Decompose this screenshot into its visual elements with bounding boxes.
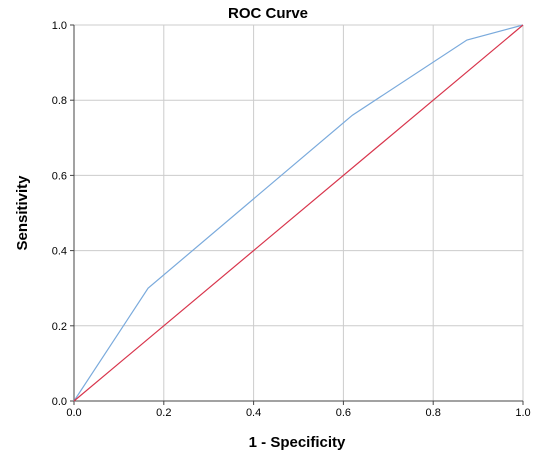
- y-tick-label-5: 1.0: [52, 20, 67, 32]
- y-tick-label-3: 0.6: [52, 170, 67, 182]
- roc-curve-line: [73, 24, 524, 402]
- x-tick-label-0: 0.0: [66, 407, 81, 419]
- x-tick-label-4: 0.8: [426, 407, 441, 419]
- y-tick-label-2: 0.4: [52, 246, 67, 258]
- y-tick-label-1: 0.2: [52, 321, 67, 333]
- x-tick-label-3: 0.6: [336, 407, 351, 419]
- data-series: [73, 24, 524, 402]
- y-axis-label: Sensitivity: [14, 175, 31, 251]
- y-tick-label-0: 0.0: [52, 396, 67, 408]
- x-tick-label-5: 1.0: [515, 407, 530, 419]
- y-tick-label-4: 0.8: [52, 95, 67, 107]
- reference-line: [73, 24, 524, 402]
- x-tick-label-1: 0.2: [156, 407, 171, 419]
- x-tick-label-2: 0.4: [246, 407, 261, 419]
- axes: [70, 24, 524, 405]
- x-axis-label: 1 - Specificity: [249, 434, 346, 451]
- chart-title: ROC Curve: [228, 5, 308, 22]
- tick-labels: 0.0 0.2 0.4 0.6 0.8 1.0 0.0 0.2 0.4 0.6 0.8 1.0: [52, 20, 531, 419]
